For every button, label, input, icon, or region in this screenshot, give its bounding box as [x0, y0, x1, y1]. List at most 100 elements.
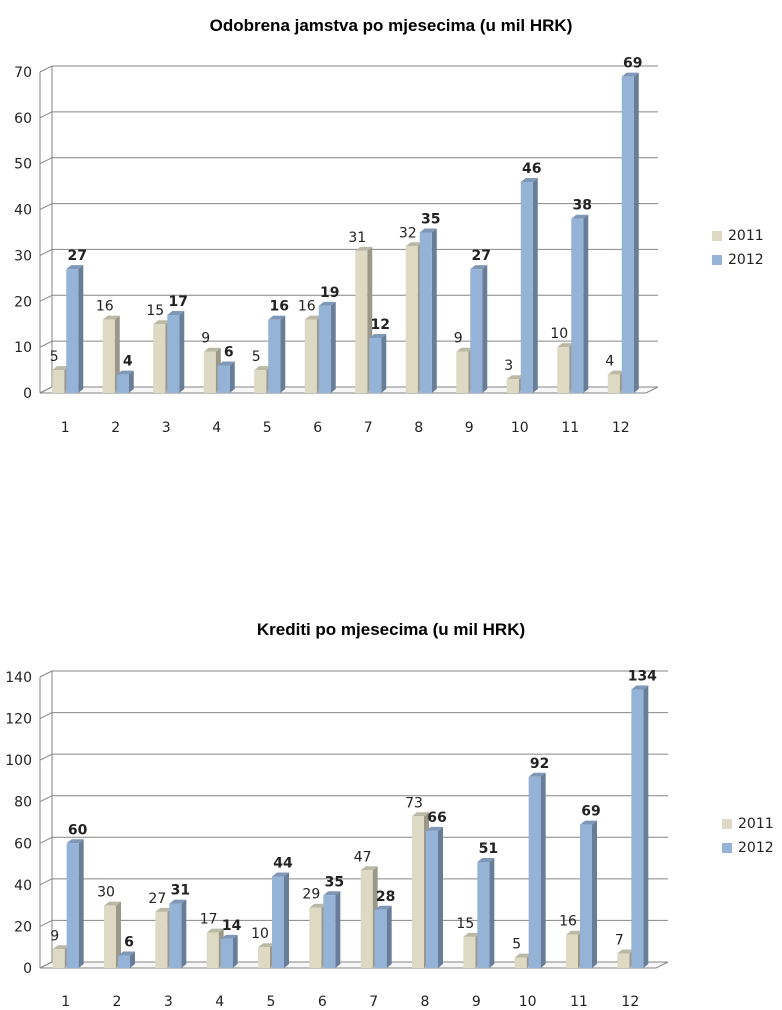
bar-top — [52, 366, 70, 371]
data-label: 92 — [530, 756, 549, 772]
data-label: 6 — [124, 935, 134, 951]
bar-2012-7 — [369, 333, 387, 393]
gridline-depth — [39, 878, 53, 886]
bar-top — [355, 246, 373, 251]
bar-side — [330, 301, 336, 393]
bar-2012-1 — [66, 265, 84, 393]
bar-top — [405, 242, 423, 247]
x-tick-label: 6 — [313, 420, 322, 436]
data-label: 38 — [573, 198, 592, 214]
data-label: 35 — [325, 874, 344, 890]
data-label: 16 — [270, 299, 289, 315]
gridline-depth — [39, 795, 53, 803]
data-label: 10 — [251, 926, 269, 942]
bar-front — [309, 907, 322, 968]
bar-front — [268, 319, 281, 393]
y-tick-label: 10 — [14, 340, 32, 356]
bar-top — [506, 375, 524, 380]
bar-top — [217, 361, 235, 366]
bar-front — [621, 76, 634, 393]
bar-top — [155, 907, 173, 912]
data-label: 14 — [222, 918, 242, 934]
x-tick-label: 3 — [162, 420, 171, 436]
bar-front — [258, 947, 270, 968]
bar-front — [323, 895, 336, 968]
data-label: 5 — [512, 937, 521, 953]
bar-2012-12 — [631, 685, 649, 968]
y-tick-label: 20 — [14, 294, 32, 310]
x-tick-label: 9 — [472, 994, 481, 1010]
data-label: 15 — [456, 916, 474, 932]
bar-side — [431, 228, 437, 393]
chart-loans: Krediti po mjesecima (u mil HRK) 0 20 40 60… — [0, 600, 782, 1010]
data-label: 46 — [522, 161, 541, 177]
bar-top — [304, 315, 322, 320]
data-label: 17 — [200, 912, 218, 928]
data-label: 51 — [479, 841, 498, 857]
data-label: 9 — [454, 331, 463, 347]
bar-top — [318, 301, 336, 306]
gridlines — [39, 65, 658, 394]
bar-top — [456, 347, 474, 352]
bar-front — [169, 903, 182, 968]
legend-item-2011: 2011 — [712, 224, 764, 248]
bar-top — [419, 228, 437, 233]
legend-swatch — [722, 843, 732, 853]
x-tick-label: 8 — [414, 420, 423, 436]
x-tick-label: 2 — [113, 994, 122, 1010]
data-label: 60 — [68, 822, 88, 838]
bar-side — [438, 826, 443, 968]
bar-side — [181, 899, 187, 968]
bar-front — [514, 957, 527, 968]
data-label: 35 — [421, 212, 440, 228]
bar-top — [66, 839, 84, 844]
x-tick-label: 10 — [511, 420, 529, 436]
gridline-depth — [39, 65, 53, 73]
bar-front — [52, 370, 65, 393]
y-tick-label: 60 — [14, 836, 32, 852]
bar-front — [528, 776, 541, 968]
gridline-depth — [39, 294, 53, 302]
legend-label: 2012 — [728, 252, 764, 268]
bar-2012-5 — [268, 315, 286, 393]
bar-side — [130, 951, 135, 968]
x-tick-label: 4 — [215, 994, 224, 1010]
bar-side — [179, 311, 185, 393]
bar-front — [355, 250, 368, 393]
bar-2012-6 — [323, 891, 341, 968]
y-tick-label: 30 — [14, 248, 32, 264]
gridline-depth — [39, 203, 53, 211]
data-label: 69 — [623, 56, 642, 72]
legend-swatch — [722, 819, 732, 829]
bar-2012-9 — [477, 857, 495, 968]
bar-top — [169, 899, 187, 904]
bar-front — [369, 337, 382, 393]
y-tick-label: 0 — [23, 386, 32, 402]
legend-item-2011: 2011 — [722, 812, 774, 836]
bar-2012-12 — [621, 72, 639, 393]
bar-side — [489, 857, 495, 968]
bar-top — [203, 347, 221, 352]
data-label: 4 — [605, 354, 614, 370]
bar-top — [557, 343, 575, 348]
bar-2012-4 — [217, 361, 235, 393]
bar-front — [66, 843, 79, 968]
legend-swatch — [712, 231, 722, 241]
gridline-depth — [39, 712, 53, 720]
bar-2012-2 — [116, 370, 134, 393]
bar-top — [254, 366, 272, 371]
bar-front — [571, 218, 584, 393]
legend-swatch — [712, 255, 722, 265]
bar-front — [272, 876, 284, 968]
bar-top — [116, 370, 134, 375]
bar-side — [284, 872, 289, 968]
x-tick-label: 5 — [267, 994, 276, 1010]
bar-side — [592, 820, 597, 968]
bar-2012-11 — [580, 820, 597, 968]
bar-front — [580, 824, 592, 968]
bar-front — [66, 269, 79, 393]
bar-front — [477, 861, 490, 968]
bar-front — [360, 870, 373, 968]
y-tick-label: 40 — [14, 203, 32, 219]
data-label: 4 — [123, 354, 133, 370]
